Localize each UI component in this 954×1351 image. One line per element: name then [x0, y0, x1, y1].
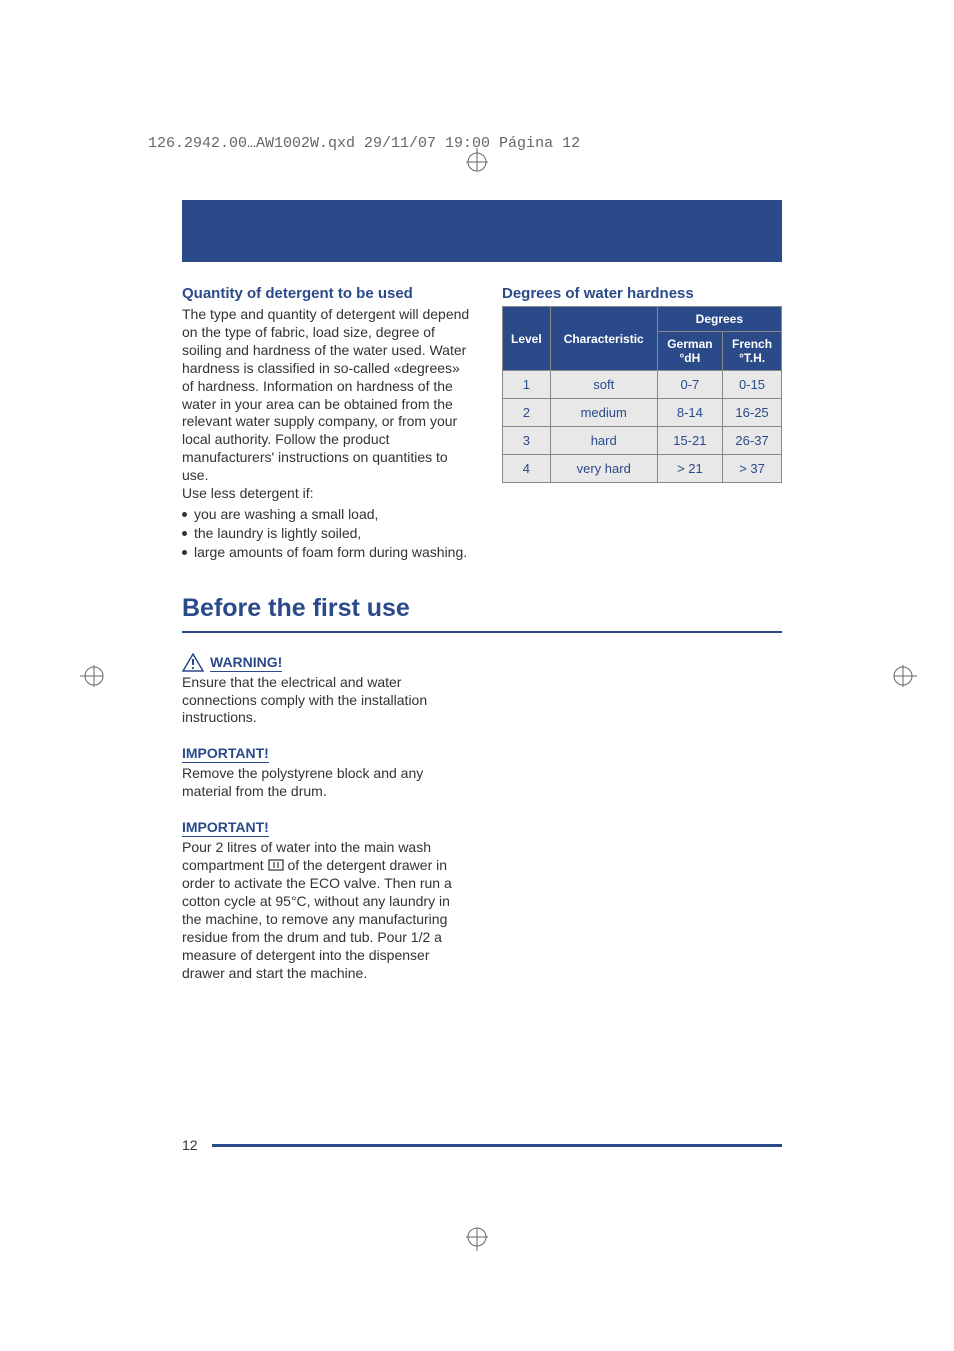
col-german-l2: °dH [680, 351, 701, 365]
col-level: Level [503, 307, 551, 371]
important-label-1: IMPORTANT! [182, 745, 269, 763]
cell-char: very hard [550, 455, 657, 483]
cell-german: 0-7 [657, 371, 722, 399]
detergent-qty-heading: Quantity of detergent to be used [182, 285, 472, 302]
cell-french: > 37 [723, 455, 782, 483]
header-banner [182, 200, 782, 262]
detergent-qty-para: The type and quantity of detergent will … [182, 306, 472, 485]
cell-german: 15-21 [657, 427, 722, 455]
cell-french: 16-25 [723, 399, 782, 427]
cell-german: 8-14 [657, 399, 722, 427]
warning-row: WARNING! [182, 653, 472, 672]
important-text-2: Pour 2 litres of water into the main was… [182, 839, 472, 982]
file-header-line: 126.2942.00…AW1002W.qxd 29/11/07 19:00 P… [148, 135, 580, 152]
warning-triangle-icon [182, 653, 204, 672]
col-french-l2: °T.H. [739, 351, 765, 365]
cell-level: 3 [503, 427, 551, 455]
list-item: large amounts of foam form during washin… [182, 543, 472, 562]
cell-german: > 21 [657, 455, 722, 483]
cell-char: medium [550, 399, 657, 427]
cell-level: 4 [503, 455, 551, 483]
col-french: French °T.H. [723, 332, 782, 371]
cell-level: 2 [503, 399, 551, 427]
page-number-bar [212, 1144, 782, 1147]
table-row: 2 medium 8-14 16-25 [503, 399, 782, 427]
table-row: 1 soft 0-7 0-15 [503, 371, 782, 399]
col-german-l1: German [667, 337, 712, 351]
col-french-l1: French [732, 337, 772, 351]
right-column: Degrees of water hardness Level Characte… [502, 285, 782, 562]
table-row: 3 hard 15-21 26-37 [503, 427, 782, 455]
page-footer: 12 [182, 1137, 782, 1153]
important-label-2: IMPORTANT! [182, 819, 269, 837]
warning-text: Ensure that the electrical and water con… [182, 674, 472, 728]
left-column: Quantity of detergent to be used The typ… [182, 285, 472, 562]
detergent-bullet-list: you are washing a small load, the laundr… [182, 505, 472, 562]
water-hardness-table: Level Characteristic Degrees German °dH … [502, 306, 782, 483]
detergent-qty-para2: Use less detergent if: [182, 485, 472, 503]
crop-mark-left [80, 662, 108, 690]
important-text-1: Remove the polystyrene block and any mat… [182, 765, 472, 801]
list-item: you are washing a small load, [182, 505, 472, 524]
cell-char: soft [550, 371, 657, 399]
cell-char: hard [550, 427, 657, 455]
col-characteristic: Characteristic [550, 307, 657, 371]
crop-mark-top [463, 148, 491, 176]
page-number: 12 [182, 1137, 198, 1153]
cell-french: 26-37 [723, 427, 782, 455]
col-german: German °dH [657, 332, 722, 371]
content-area: Quantity of detergent to be used The typ… [182, 285, 782, 982]
before-first-use-heading: Before the first use [182, 594, 782, 623]
col-degrees: Degrees [657, 307, 781, 332]
important-2b: of the detergent drawer in order to acti… [182, 857, 452, 980]
compartment-icon [268, 859, 284, 872]
cell-level: 1 [503, 371, 551, 399]
heading-divider [182, 631, 782, 633]
table-row: 4 very hard > 21 > 37 [503, 455, 782, 483]
crop-mark-bottom [463, 1223, 491, 1251]
table-header-row: Level Characteristic Degrees [503, 307, 782, 332]
water-hardness-heading: Degrees of water hardness [502, 285, 782, 302]
list-item: the laundry is lightly soiled, [182, 524, 472, 543]
crop-mark-right [889, 662, 917, 690]
before-first-use-column: WARNING! Ensure that the electrical and … [182, 653, 472, 983]
cell-french: 0-15 [723, 371, 782, 399]
two-column-row: Quantity of detergent to be used The typ… [182, 285, 782, 562]
warning-label: WARNING! [210, 654, 282, 672]
